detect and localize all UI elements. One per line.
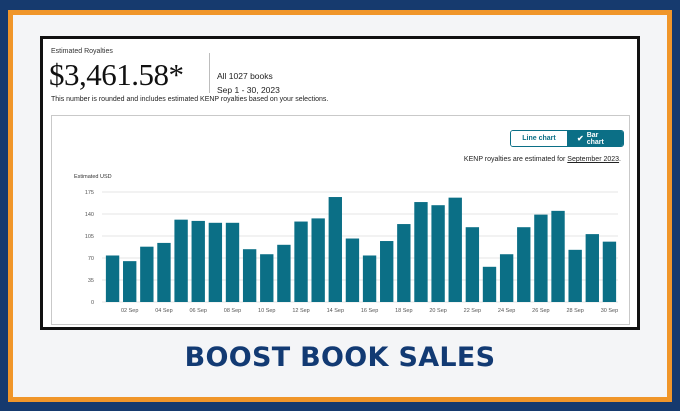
x-tick-label: 24 Sep	[498, 308, 515, 314]
bar	[585, 234, 599, 302]
bar	[448, 197, 462, 302]
chart-container: Line chart ✔ Bar chart KENP royalties ar…	[51, 115, 630, 325]
bar	[465, 227, 480, 302]
disclaimer-text: This number is rounded and includes esti…	[51, 96, 329, 103]
line-chart-label: Line chart	[522, 135, 556, 142]
books-count: All 1027 books	[217, 71, 273, 81]
x-tick-label: 10 Sep	[258, 308, 275, 314]
x-tick-label: 08 Sep	[224, 308, 241, 314]
bar	[191, 220, 205, 302]
x-tick-label: 30 Sep	[601, 308, 618, 314]
bar	[311, 218, 325, 302]
bar	[499, 254, 514, 302]
y-tick-label: 0	[91, 300, 94, 306]
kenp-note-suffix: .	[619, 156, 621, 163]
chart-type-toggle: Line chart ✔ Bar chart	[510, 130, 624, 147]
bar	[105, 255, 120, 302]
divider	[209, 53, 210, 93]
bar	[380, 241, 394, 302]
y-tick-label: 175	[85, 190, 94, 196]
kenp-note-prefix: KENP royalties are estimated for	[463, 156, 568, 163]
royalties-panel: Estimated Royalties $3,461.58* All 1027 …	[40, 36, 640, 330]
x-tick-label: 28 Sep	[566, 308, 583, 314]
bar	[294, 221, 308, 302]
bar	[174, 219, 188, 302]
y-tick-label: 105	[85, 234, 94, 240]
x-tick-label: 02 Sep	[121, 308, 138, 314]
bar	[568, 249, 582, 302]
estimated-royalties-label: Estimated Royalties	[51, 48, 113, 55]
bar	[534, 214, 548, 302]
date-range: Sep 1 - 30, 2023	[217, 85, 280, 95]
books-info: All 1027 books Sep 1 - 30, 2023	[217, 69, 280, 97]
bar	[242, 249, 257, 302]
x-tick-label: 18 Sep	[395, 308, 412, 314]
bar	[362, 255, 377, 302]
x-tick-label: 22 Sep	[464, 308, 481, 314]
bar	[345, 238, 360, 302]
bar	[225, 222, 240, 302]
x-tick-label: 04 Sep	[155, 308, 172, 314]
bar-chart-label: Bar chart	[586, 131, 604, 146]
bar	[414, 202, 428, 302]
y-tick-label: 35	[88, 278, 94, 284]
y-axis-label: Estimated USD	[74, 174, 112, 180]
bar	[157, 242, 171, 302]
y-tick-label: 70	[88, 256, 94, 262]
x-tick-label: 14 Sep	[327, 308, 344, 314]
bar-chart-button[interactable]: ✔ Bar chart	[567, 131, 623, 146]
x-tick-label: 12 Sep	[292, 308, 309, 314]
bar	[277, 244, 291, 302]
kenp-month-link[interactable]: September 2023	[567, 156, 620, 163]
x-tick-label: 16 Sep	[361, 308, 378, 314]
check-icon: ✔	[577, 134, 584, 143]
bar	[482, 266, 497, 302]
y-tick-label: 140	[85, 212, 94, 218]
headline: BOOST BOOK SALES	[184, 342, 496, 373]
bar	[397, 224, 411, 302]
bar	[328, 197, 342, 302]
x-tick-label: 06 Sep	[190, 308, 207, 314]
bar	[602, 241, 617, 302]
bar	[123, 261, 137, 302]
x-tick-label: 26 Sep	[532, 308, 549, 314]
bar	[431, 205, 445, 302]
bar	[517, 227, 531, 302]
kenp-note: KENP royalties are estimated for Septemb…	[464, 156, 621, 163]
bar	[140, 246, 154, 302]
royalties-bar-chart: Estimated USD 0 35 70 105 140 175 02 Sep 04 Sep 0…	[74, 174, 618, 314]
line-chart-button[interactable]: Line chart	[511, 131, 567, 146]
royalty-amount: $3,461.58*	[49, 57, 184, 92]
bar	[208, 222, 223, 302]
bar	[551, 210, 565, 302]
bar	[260, 254, 274, 302]
x-tick-label: 20 Sep	[429, 308, 446, 314]
